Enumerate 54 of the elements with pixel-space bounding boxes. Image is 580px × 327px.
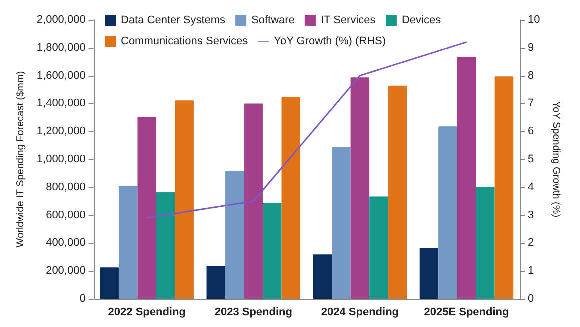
y2-tick-label: 7 [528, 98, 534, 110]
x-tick-label: 2024 Spending [321, 306, 400, 318]
bar [282, 97, 301, 299]
y-tick-label: 1,400,000 [36, 98, 86, 110]
legend-label: Communications Services [121, 36, 249, 48]
bar [332, 148, 351, 299]
legend-label: Devices [402, 14, 442, 26]
bar [313, 254, 332, 299]
y2-tick-label: 5 [528, 154, 534, 166]
bar [156, 192, 176, 299]
bar [263, 203, 282, 299]
bar [388, 86, 408, 299]
x-tick-label: 2025E Spending [424, 306, 510, 318]
y-tick-label: 1,000,000 [36, 154, 86, 166]
bar [118, 186, 138, 299]
bar [100, 268, 119, 299]
bar [138, 116, 156, 299]
bar [206, 266, 226, 299]
y2-tick-label: 4 [528, 181, 534, 194]
y2-tick-label: 8 [528, 70, 534, 82]
bar [476, 186, 495, 299]
y2-tick-label: 2 [528, 237, 534, 250]
y-tick-label: 200,000 [46, 265, 86, 278]
bar [438, 126, 458, 299]
bar [175, 100, 194, 299]
y-tick-label: 0 [80, 293, 86, 305]
bar [494, 76, 514, 299]
x-tick-label: 2023 Spending [214, 306, 292, 318]
bar [350, 78, 370, 299]
y-tick-label: 600,000 [46, 209, 86, 222]
legend-label: Software [252, 14, 295, 26]
y-tick-label: 800,000 [46, 181, 86, 194]
legend-label: YoY Growth (%) (RHS) [274, 36, 386, 48]
bar [226, 171, 244, 299]
y2-tick-label: 6 [528, 126, 534, 138]
bar [370, 196, 388, 299]
bar [457, 56, 476, 299]
y-tick-label: 1,200,000 [36, 126, 86, 138]
y-tick-label: 1,600,000 [36, 70, 86, 82]
y-tick-label: 2,000,000 [36, 14, 86, 26]
x-tick-label: 2022 Spending [108, 306, 186, 318]
bar [244, 104, 264, 299]
bar [420, 248, 439, 299]
y2-tick-label: 9 [528, 42, 534, 54]
legend-label: Data Center Systems [121, 14, 226, 26]
legend-label: IT Services [320, 14, 376, 26]
y2-axis-title: YoY Spending Growth (%) [550, 101, 562, 218]
y2-tick-label: 1 [528, 265, 534, 278]
y-axis-title: Worldwide IT Spending Forecast ($mm) [16, 71, 26, 248]
y-tick-label: 1,800,000 [36, 42, 86, 54]
y2-tick-label: 3 [528, 209, 534, 222]
y-tick-label: 400,000 [46, 237, 86, 250]
y2-tick-label: 0 [528, 293, 534, 305]
y2-tick-label: 10 [528, 14, 540, 26]
